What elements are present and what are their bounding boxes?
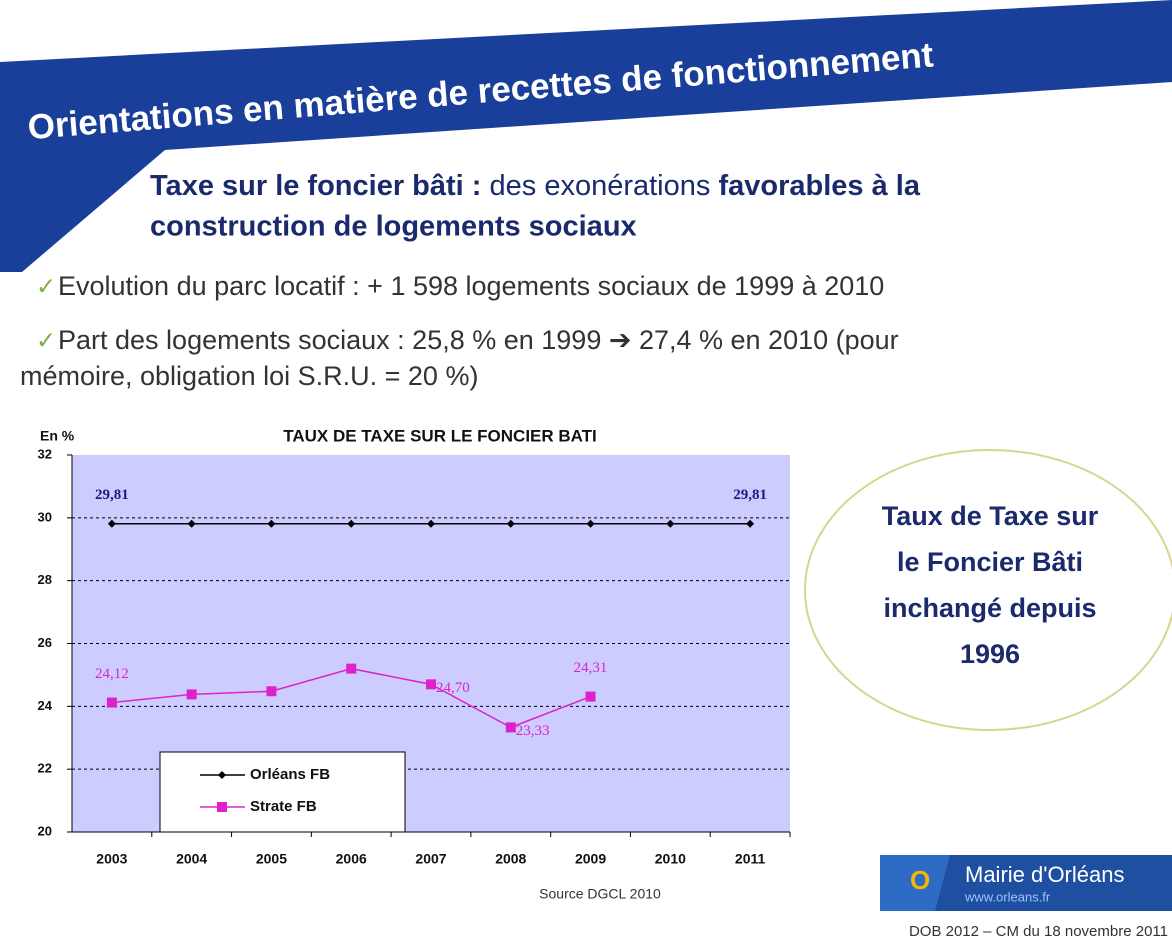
marker [506, 519, 515, 528]
data-label: 29,81 [95, 487, 129, 503]
y-tick-label: 30 [38, 509, 52, 524]
bullet: Part des logements sociaux : 25,8 % en 1… [58, 325, 899, 355]
marker [266, 686, 277, 697]
x-tick-label: 2004 [176, 851, 207, 867]
footer: DOB 2012 – CM du 18 novembre 2011 [909, 923, 1168, 940]
marker [666, 519, 675, 528]
marker [585, 691, 596, 702]
data-label: 24,12 [95, 666, 129, 682]
data-label: 24,31 [574, 660, 608, 676]
y-tick-label: 24 [38, 698, 53, 713]
title-banner [0, 0, 1172, 272]
x-tick-label: 2003 [96, 851, 127, 867]
marker [746, 519, 755, 528]
legend [159, 751, 406, 833]
check-icon: ✓ [36, 327, 56, 354]
y-axis-label: En % [40, 428, 75, 444]
marker [347, 519, 356, 528]
callout-line: Taux de Taxe sur [882, 501, 1099, 531]
callout-line: le Foncier Bâti [897, 547, 1083, 577]
marker [267, 519, 276, 528]
callout: Taux de Taxe sur le Foncier Bâti inchangé … [882, 501, 1099, 669]
source: Source DGCL 2010 [539, 886, 661, 902]
x-tick-label: 2006 [336, 851, 367, 867]
bullet: Evolution du parc locatif : + 1 598 loge… [58, 271, 884, 301]
marker [427, 519, 435, 528]
x-tick-label: 2008 [495, 851, 526, 867]
marker [586, 519, 595, 528]
callout-line: inchangé depuis [883, 593, 1096, 623]
x-tick-label: 2011 [735, 851, 766, 867]
logo-icon: O [910, 865, 930, 895]
marker [107, 519, 116, 528]
subtitle: construction de logements sociaux [150, 211, 637, 243]
x-tick-label: 2007 [415, 851, 446, 867]
data-label: 29,81 [733, 487, 767, 503]
chart-title: TAUX DE TAXE SUR LE FONCIER BATI [283, 426, 597, 445]
legend-marker [217, 802, 227, 812]
data-label: 23,33 [516, 723, 550, 739]
subtitle: Taxe sur le foncier bâti : des exonérati… [150, 170, 921, 202]
marker [346, 663, 357, 674]
subtitle-bold: Taxe sur le foncier bâti : [150, 170, 481, 202]
y-tick-label: 22 [38, 761, 52, 776]
logo-mark [880, 855, 950, 911]
marker [426, 679, 436, 690]
bullet: mémoire, obligation loi S.R.U. = 20 %) [20, 361, 478, 391]
x-tick-label: 2005 [256, 851, 287, 867]
y-tick-label: 20 [38, 823, 52, 838]
y-tick-label: 26 [38, 635, 52, 650]
subtitle-normal: des exonérations [490, 170, 711, 202]
x-tick-label: 2010 [655, 851, 686, 867]
marker [106, 697, 117, 708]
legend-marker [218, 771, 226, 779]
y-tick-label: 28 [38, 572, 52, 587]
data-label: 24,70 [436, 680, 470, 696]
callout-ellipse [804, 449, 1172, 731]
y-tick-label: 32 [38, 446, 52, 461]
marker [186, 689, 197, 700]
callout-line: 1996 [960, 639, 1020, 669]
legend-label: Orléans FB [250, 766, 330, 783]
legend-label: Strate FB [250, 798, 317, 815]
logo-url: www.orleans.fr [964, 889, 1051, 904]
marker [505, 722, 516, 733]
logo-name: Mairie d'Orléans [965, 862, 1124, 887]
check-icon: ✓ [36, 273, 56, 300]
marker [187, 519, 196, 528]
subtitle-bold: favorables à la [718, 170, 920, 202]
x-tick-label: 2009 [575, 851, 606, 867]
